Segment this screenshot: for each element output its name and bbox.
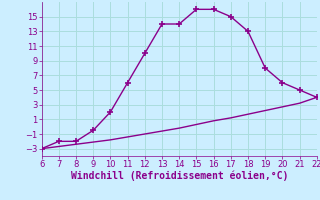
X-axis label: Windchill (Refroidissement éolien,°C): Windchill (Refroidissement éolien,°C) <box>70 171 288 181</box>
